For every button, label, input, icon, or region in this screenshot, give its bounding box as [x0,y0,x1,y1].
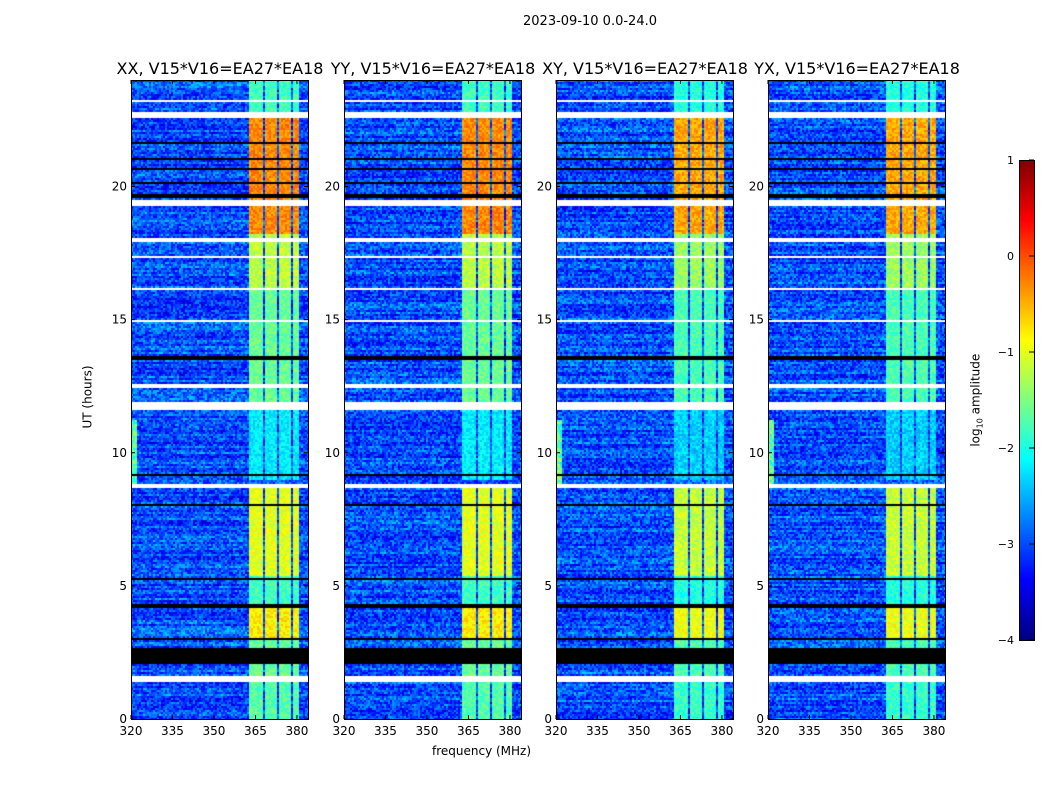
colorbar-label-rest: amplitude [968,353,983,419]
y-tick-label: 5 [332,579,340,593]
panel-title-xx: XX, V15*V16=EA27*EA18 [116,59,324,78]
y-tick-label: 20 [749,180,764,194]
colorbar [1019,160,1034,640]
colorbar-tick-label: 0 [1007,250,1014,263]
x-tick-label: 350 [840,724,863,738]
x-tick-label: 320 [757,724,780,738]
colorbar-tick-label: −1 [998,346,1014,359]
panel-frame [556,80,734,720]
heatmap-xx [131,80,308,719]
y-tick-label: 15 [112,313,127,327]
panel-title-xy: XY, V15*V16=EA27*EA18 [542,59,748,78]
heatmap-yx [768,80,945,719]
x-tick-label: 380 [922,724,945,738]
x-tick-label: 320 [333,724,356,738]
y-tick-label: 15 [749,313,764,327]
figure-title: 2023-09-10 0.0-24.0 [523,14,657,29]
y-tick-label: 5 [544,579,552,593]
x-tick-label: 335 [798,724,821,738]
x-tick-label: 365 [669,724,692,738]
x-tick-label: 320 [120,724,143,738]
y-tick-label: 5 [756,579,764,593]
y-tick-label: 10 [749,446,764,460]
x-tick-label: 365 [881,724,904,738]
colorbar-label-log: log [968,428,983,447]
y-tick-label: 15 [325,313,340,327]
panel-frame [344,80,522,720]
x-tick-label: 350 [628,724,651,738]
y-tick-label: 10 [325,446,340,460]
x-tick-label: 320 [545,724,568,738]
y-tick-label: 0 [332,712,340,726]
y-axis-label: UT (hours) [80,365,95,429]
heatmap-yy [344,80,521,719]
y-tick-label: 15 [537,313,552,327]
y-tick-label: 0 [544,712,552,726]
x-tick-label: 380 [710,724,733,738]
colorbar-tick-label: 1 [1007,154,1014,167]
x-tick-label: 365 [457,724,480,738]
colorbar-tick-label: −4 [998,634,1014,647]
y-tick-label: 0 [756,712,764,726]
x-tick-label: 350 [203,724,226,738]
y-tick-label: 10 [112,446,127,460]
x-tick-label: 335 [374,724,397,738]
colorbar-tick-label: −2 [998,442,1014,455]
x-axis-label: frequency (MHz) [432,744,532,758]
colorbar-label: log10 amplitude [968,354,984,447]
y-tick-label: 10 [537,446,552,460]
x-tick-label: 380 [285,724,308,738]
x-tick-label: 350 [416,724,439,738]
y-tick-label: 20 [112,180,127,194]
x-tick-label: 335 [161,724,184,738]
y-tick-label: 20 [537,180,552,194]
y-tick-label: 0 [119,712,127,726]
panel-title-yy: YY, V15*V16=EA27*EA18 [330,59,536,78]
y-tick-label: 5 [119,579,127,593]
y-tick-label: 20 [325,180,340,194]
panel-frame [131,80,309,720]
x-tick-label: 380 [498,724,521,738]
x-tick-label: 335 [586,724,609,738]
x-tick-label: 365 [244,724,267,738]
colorbar-tick-label: −3 [998,538,1014,551]
colorbar-label-sub: 10 [975,418,985,429]
heatmap-xy [556,80,733,719]
panel-frame [768,80,946,720]
colorbar-frame [1019,160,1035,641]
panel-title-yx: YX, V15*V16=EA27*EA18 [754,59,960,78]
